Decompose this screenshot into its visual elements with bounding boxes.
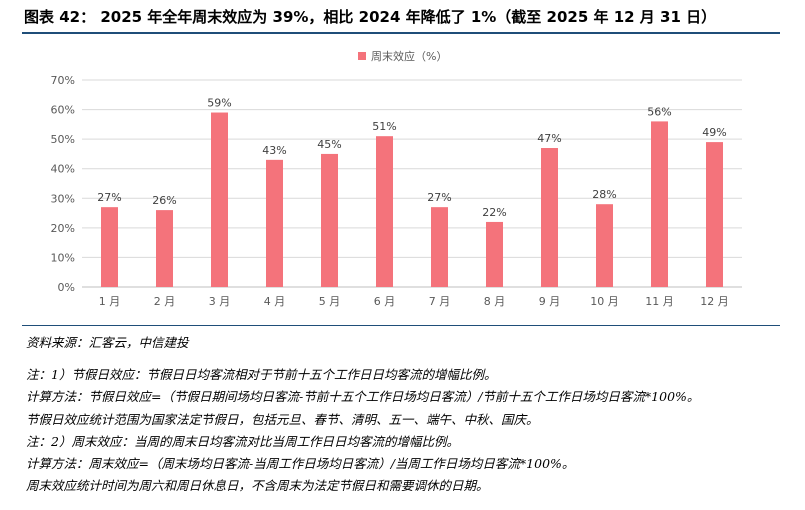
data-label: 49%: [702, 126, 726, 139]
data-label: 27%: [97, 191, 121, 204]
bar: [706, 142, 723, 287]
x-tick-label: 8 月: [484, 295, 506, 308]
legend-swatch: [358, 52, 366, 60]
y-tick-label: 70%: [51, 74, 75, 87]
data-label: 28%: [592, 188, 616, 201]
x-tick-label: 2 月: [154, 295, 176, 308]
legend-label: 周末效应（%）: [371, 49, 447, 63]
data-label: 26%: [152, 194, 176, 207]
data-label: 27%: [427, 191, 451, 204]
notes-block: 注：1）节假日效应：节假日日均客流相对于节前十五个工作日日均客流的增幅比例。 计…: [26, 364, 699, 498]
data-label: 47%: [537, 132, 561, 145]
bar: [651, 121, 668, 288]
x-tick-label: 12 月: [700, 295, 729, 308]
bar: [321, 153, 338, 287]
note-line: 注：1）节假日效应：节假日日均客流相对于节前十五个工作日日均客流的增幅比例。: [26, 367, 497, 382]
y-tick-label: 10%: [51, 251, 75, 264]
bar-chart: 0% 10% 20% 30% 40% 50% 60% 70% 27% 1 月 26% 2 月 59% 3 …: [51, 49, 742, 308]
note-line: 周末效应统计时间为周六和周日休息日，不含周末为法定节假日和需要调休的日期。: [26, 478, 489, 494]
bar: [211, 112, 228, 288]
data-label: 45%: [317, 138, 341, 151]
y-tick-label: 0%: [58, 281, 75, 294]
data-label: 56%: [647, 105, 671, 118]
data-label: 22%: [482, 206, 506, 219]
bar: [101, 207, 118, 287]
x-tick-label: 4 月: [264, 295, 286, 308]
y-tick-label: 60%: [51, 104, 75, 117]
data-label: 43%: [262, 144, 286, 157]
y-tick-label: 50%: [51, 133, 75, 146]
bottom-rule: [22, 325, 780, 326]
top-rule: [22, 32, 780, 34]
x-tick-label: 7 月: [429, 295, 451, 308]
bar: [596, 204, 613, 287]
x-tick-label: 6 月: [374, 295, 396, 308]
note-line: 计算方法：周末效应=（周末场均日客流-当周工作日场均日客流）/当周工作日场均日客…: [26, 456, 575, 472]
bar: [541, 148, 558, 287]
data-label: 51%: [372, 120, 396, 133]
note-line: 注：2）周末效应：当周的周末日均客流对比当周工作日日均客流的增幅比例。: [26, 433, 459, 449]
x-tick-label: 3 月: [209, 295, 231, 308]
x-tick-label: 11 月: [645, 295, 674, 308]
x-tick-label: 9 月: [539, 295, 561, 308]
bar: [266, 159, 283, 287]
y-tick-label: 20%: [51, 222, 75, 235]
bar: [486, 221, 503, 287]
y-tick-label: 30%: [51, 192, 75, 205]
x-tick-label: 1 月: [99, 295, 121, 308]
y-tick-label: 40%: [51, 163, 75, 176]
chart-title: 图表 42： 2025 年全年周末效应为 39%，相比 2024 年降低了 1%…: [24, 8, 717, 26]
bar: [431, 207, 448, 287]
bar: [376, 136, 393, 287]
bar: [156, 210, 173, 287]
data-label: 59%: [207, 97, 231, 110]
note-line: 节假日效应统计范围为国家法定节假日，包括元旦、春节、清明、五一、端午、中秋、国庆…: [26, 411, 539, 427]
source-note: 资料来源：汇客云，中信建投: [26, 335, 189, 350]
x-tick-label: 10 月: [590, 295, 619, 308]
note-line: 计算方法：节假日效应=（节假日期间场均日客流-节前十五个工作日场均日客流）/节前…: [26, 389, 700, 405]
x-tick-label: 5 月: [319, 295, 341, 308]
